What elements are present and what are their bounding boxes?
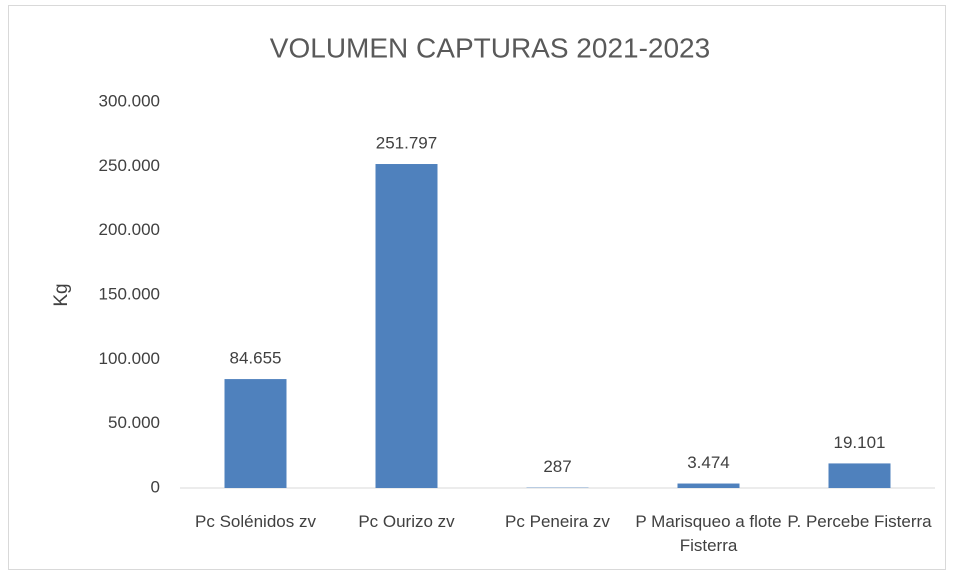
y-tick-label: 200.000 [99, 220, 160, 239]
x-tick-label: P. Percebe Fisterra [787, 512, 932, 531]
x-tick-label: Pc Solénidos zv [195, 512, 316, 531]
y-tick-label: 50.000 [108, 413, 160, 432]
bar [375, 164, 438, 489]
data-label: 84.655 [230, 349, 282, 368]
data-label: 251.797 [376, 134, 437, 153]
bar [828, 463, 891, 488]
y-tick-label: 100.000 [99, 349, 160, 368]
y-tick-label: 0 [151, 477, 160, 496]
x-tick-label: Pc Ourizo zv [358, 512, 455, 531]
data-label: 3.474 [687, 453, 730, 472]
y-tick-label: 250.000 [99, 156, 160, 175]
bar [224, 379, 287, 488]
y-axis-label: Kg [51, 283, 72, 306]
x-tick-label: Pc Peneira zv [505, 512, 610, 531]
chart-title: VOLUMEN CAPTURAS 2021-2023 [270, 32, 710, 63]
data-label: 19.101 [834, 433, 886, 452]
y-tick-label: 150.000 [99, 284, 160, 303]
data-label: 287 [543, 457, 571, 476]
chart-border [8, 5, 946, 570]
y-tick-label: 300.000 [99, 91, 160, 110]
x-tick-label: P Marisqueo a flote Fisterra [635, 512, 782, 555]
bar [677, 483, 740, 488]
